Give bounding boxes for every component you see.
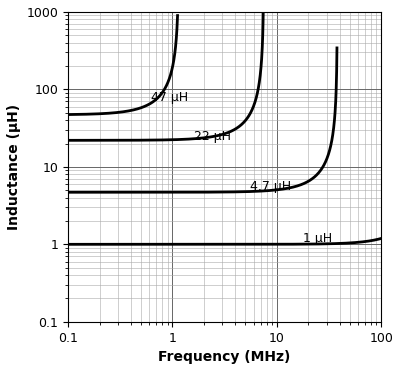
Y-axis label: Inductance (μH): Inductance (μH) xyxy=(7,104,21,230)
Text: 22 μH: 22 μH xyxy=(194,129,231,142)
Text: 47 μH: 47 μH xyxy=(151,91,188,104)
Text: 4.7 μH: 4.7 μH xyxy=(250,180,291,193)
X-axis label: Frequency (MHz): Frequency (MHz) xyxy=(158,350,291,364)
Text: 1 μH: 1 μH xyxy=(304,232,332,245)
